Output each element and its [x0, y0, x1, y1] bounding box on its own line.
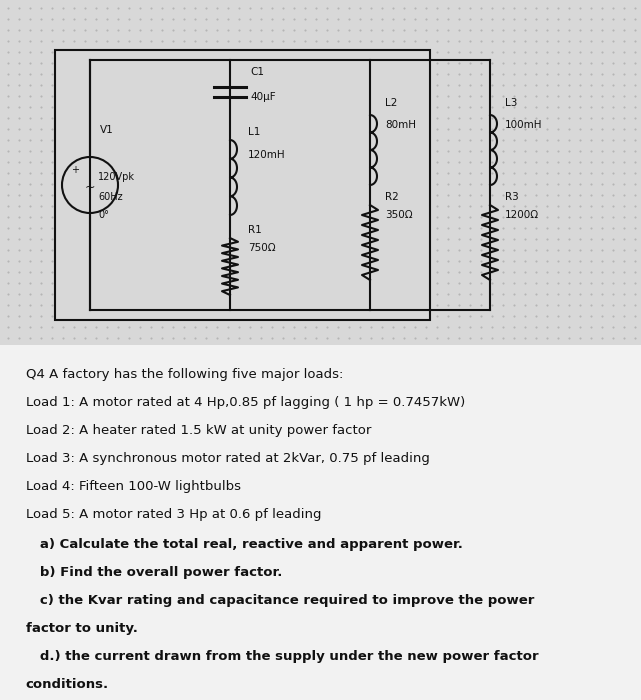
Text: b) Find the overall power factor.: b) Find the overall power factor.	[26, 566, 282, 579]
FancyBboxPatch shape	[0, 345, 641, 700]
Text: d.) the current drawn from the supply under the new power factor: d.) the current drawn from the supply un…	[26, 650, 538, 663]
Text: 350Ω: 350Ω	[385, 210, 413, 220]
Text: +: +	[71, 165, 79, 175]
Text: Load 5: A motor rated 3 Hp at 0.6 pf leading: Load 5: A motor rated 3 Hp at 0.6 pf lea…	[26, 508, 321, 521]
Text: Load 2: A heater rated 1.5 kW at unity power factor: Load 2: A heater rated 1.5 kW at unity p…	[26, 424, 371, 437]
Text: factor to unity.: factor to unity.	[26, 622, 138, 635]
Text: 120Vpk: 120Vpk	[98, 172, 135, 182]
Text: Load 4: Fifteen 100-W lightbulbs: Load 4: Fifteen 100-W lightbulbs	[26, 480, 240, 493]
Text: 750Ω: 750Ω	[248, 243, 276, 253]
Text: L1: L1	[248, 127, 260, 137]
Text: conditions.: conditions.	[26, 678, 109, 691]
Text: 40µF: 40µF	[250, 92, 276, 102]
Text: R3: R3	[505, 192, 519, 202]
Text: R1: R1	[248, 225, 262, 235]
Text: Load 3: A synchronous motor rated at 2kVar, 0.75 pf leading: Load 3: A synchronous motor rated at 2kV…	[26, 452, 429, 465]
Text: 120mH: 120mH	[248, 150, 286, 160]
Text: ~: ~	[85, 181, 96, 193]
Text: Load 1: A motor rated at 4 Hp,0.85 pf lagging ( 1 hp = 0.7457kW): Load 1: A motor rated at 4 Hp,0.85 pf la…	[26, 396, 465, 409]
Text: 1200Ω: 1200Ω	[505, 210, 539, 220]
Text: L3: L3	[505, 98, 517, 108]
Text: R2: R2	[385, 192, 399, 202]
FancyBboxPatch shape	[55, 50, 430, 320]
Text: 100mH: 100mH	[505, 120, 542, 130]
Text: L2: L2	[385, 98, 397, 108]
Text: C1: C1	[250, 67, 264, 77]
Text: a) Calculate the total real, reactive and apparent power.: a) Calculate the total real, reactive an…	[26, 538, 463, 551]
Text: 0°: 0°	[98, 210, 109, 220]
Text: 60Hz: 60Hz	[98, 192, 122, 202]
Text: 80mH: 80mH	[385, 120, 416, 130]
Text: c) the Kvar rating and capacitance required to improve the power: c) the Kvar rating and capacitance requi…	[26, 594, 534, 607]
Text: Q4 A factory has the following five major loads:: Q4 A factory has the following five majo…	[26, 368, 343, 381]
Text: V1: V1	[100, 125, 113, 135]
